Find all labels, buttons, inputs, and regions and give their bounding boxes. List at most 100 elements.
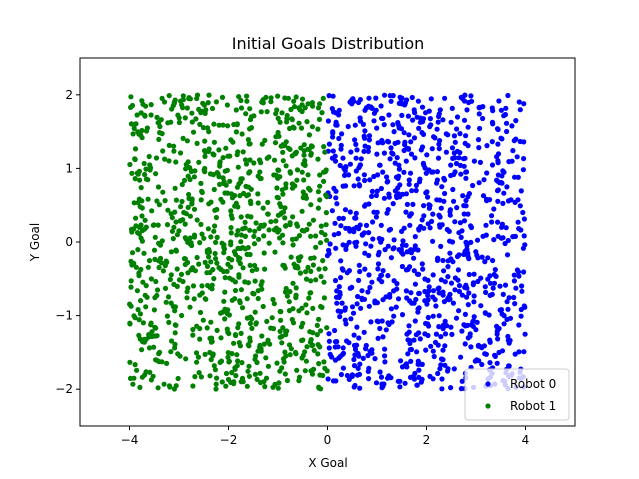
data-point [516, 273, 522, 279]
data-point [152, 333, 158, 339]
data-point [354, 239, 360, 245]
data-point [440, 117, 446, 123]
data-point [519, 288, 525, 294]
data-point [342, 305, 348, 311]
data-point [436, 313, 442, 319]
data-point [265, 211, 271, 217]
data-point [340, 215, 346, 221]
data-point [310, 217, 316, 223]
data-point [468, 344, 474, 350]
data-point [299, 169, 305, 175]
data-point [476, 111, 482, 117]
data-point [283, 163, 289, 169]
data-point [288, 106, 294, 113]
data-point [211, 139, 217, 145]
data-point [390, 201, 396, 207]
data-point [156, 202, 162, 208]
data-point [197, 121, 203, 127]
data-point [410, 117, 416, 123]
data-point [501, 190, 507, 196]
data-point [269, 315, 275, 321]
data-point [264, 109, 270, 115]
data-point [299, 227, 305, 234]
data-point [134, 367, 140, 373]
data-point [430, 272, 436, 278]
data-point [205, 100, 211, 106]
data-point [461, 163, 467, 169]
data-point [255, 200, 261, 206]
data-point [245, 368, 251, 374]
data-point [470, 182, 476, 189]
data-point [406, 329, 412, 335]
data-point [252, 371, 258, 377]
data-point [502, 282, 509, 288]
data-point [386, 227, 392, 233]
data-point [246, 343, 252, 349]
data-point [282, 205, 288, 211]
data-point [139, 213, 145, 219]
data-point [298, 254, 304, 260]
data-point [289, 117, 295, 123]
data-point [492, 353, 498, 359]
data-point [455, 267, 461, 273]
data-point [468, 223, 474, 229]
data-point [316, 116, 323, 122]
data-point [228, 225, 234, 231]
data-point [208, 234, 214, 240]
x-axis-label: X Goal [308, 456, 347, 470]
data-point [168, 119, 174, 125]
data-point [310, 262, 316, 268]
data-point [522, 242, 528, 248]
data-point [448, 280, 455, 286]
data-point [437, 107, 443, 113]
data-point [482, 259, 488, 265]
data-point [365, 289, 371, 295]
data-point [346, 340, 352, 346]
data-point [238, 330, 244, 336]
data-point [452, 275, 458, 281]
data-point [224, 102, 230, 108]
data-point [310, 305, 316, 311]
data-point [341, 172, 348, 178]
data-point [254, 266, 260, 272]
data-point [180, 278, 186, 285]
data-point [491, 271, 497, 278]
data-point [165, 294, 172, 300]
data-point [385, 375, 391, 381]
data-point [463, 133, 469, 139]
data-point [293, 285, 299, 291]
data-point [148, 112, 154, 118]
data-point [235, 228, 241, 234]
data-point [266, 227, 272, 233]
data-point [481, 177, 487, 183]
data-point [372, 356, 378, 362]
data-point [496, 349, 502, 356]
data-point [442, 362, 448, 368]
data-point [382, 346, 388, 352]
data-point [279, 340, 285, 346]
data-point [492, 267, 498, 273]
data-point [398, 358, 404, 364]
data-point [511, 174, 518, 180]
data-point [297, 270, 303, 276]
data-point [429, 146, 435, 152]
data-point [324, 368, 330, 374]
data-point [161, 99, 168, 105]
data-point [153, 278, 159, 285]
data-point [448, 172, 454, 179]
series-robot-1 [127, 92, 330, 392]
data-point [448, 119, 454, 125]
y-axis-label: Y Goal [28, 223, 42, 262]
data-point [155, 120, 161, 126]
data-point [447, 296, 453, 302]
data-point [132, 176, 138, 182]
data-point [381, 150, 387, 156]
data-point [149, 208, 155, 214]
data-point [150, 373, 156, 379]
data-point [390, 122, 396, 128]
data-point [353, 155, 359, 161]
data-point [452, 219, 458, 225]
data-point [308, 268, 314, 274]
data-point [153, 171, 159, 177]
legend-box [464, 368, 570, 421]
